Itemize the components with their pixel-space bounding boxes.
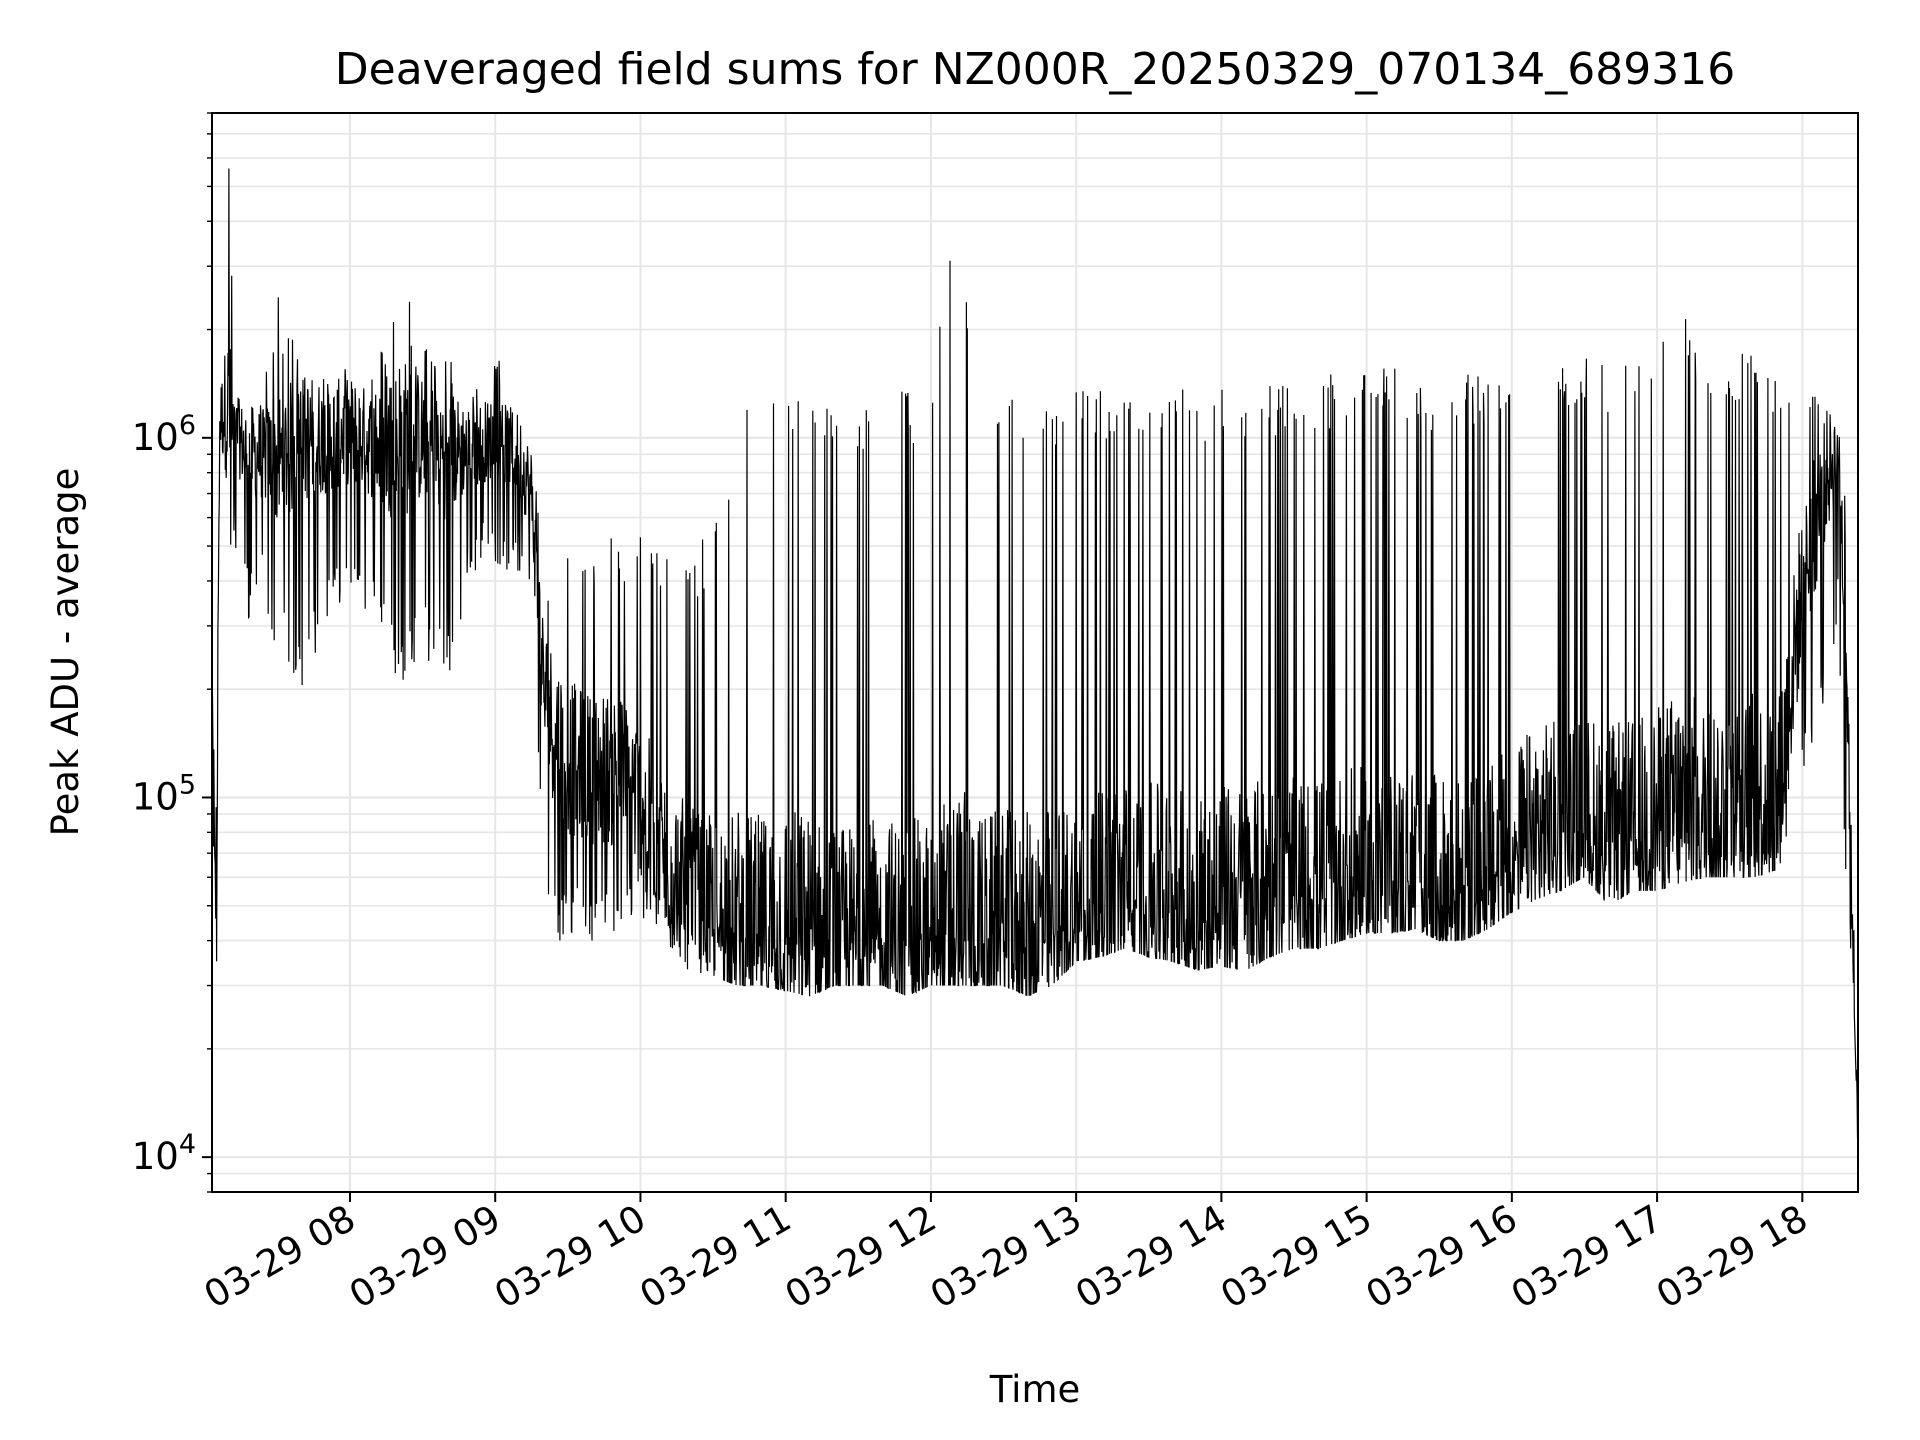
y-axis-label: Peak ADU - average [44, 468, 87, 837]
x-tick-label: 03-29 15 [1214, 1197, 1380, 1317]
series-line [212, 168, 1858, 1145]
y-tick-marks [202, 112, 212, 1193]
plot-frame [211, 112, 1859, 1193]
x-tick-label: 03-29 09 [342, 1197, 508, 1317]
x-tick-label: 03-29 17 [1504, 1197, 1670, 1317]
x-tick-label: 03-29 18 [1649, 1197, 1815, 1317]
x-axis-label: Time [989, 1368, 1081, 1411]
grid-lines [212, 112, 1858, 1193]
x-tick-label: 03-29 11 [633, 1197, 799, 1317]
x-tick-label: 03-29 10 [487, 1197, 653, 1317]
chart-title: Deaveraged field sums for NZ000R_2025032… [335, 44, 1735, 95]
y-tick-label: 105 [132, 769, 196, 818]
y-tick-label: 104 [132, 1129, 196, 1178]
x-tick-label: 03-29 12 [778, 1197, 944, 1317]
y-tick-labels: 104 105 106 [132, 410, 196, 1178]
x-tick-marks [348, 1192, 1804, 1202]
x-tick-label: 03-29 16 [1359, 1197, 1525, 1317]
x-tick-label: 03-29 13 [923, 1197, 1089, 1317]
x-tick-label: 03-29 14 [1068, 1197, 1234, 1317]
y-tick-label: 106 [132, 410, 196, 459]
x-tick-label: 03-29 08 [197, 1197, 363, 1317]
